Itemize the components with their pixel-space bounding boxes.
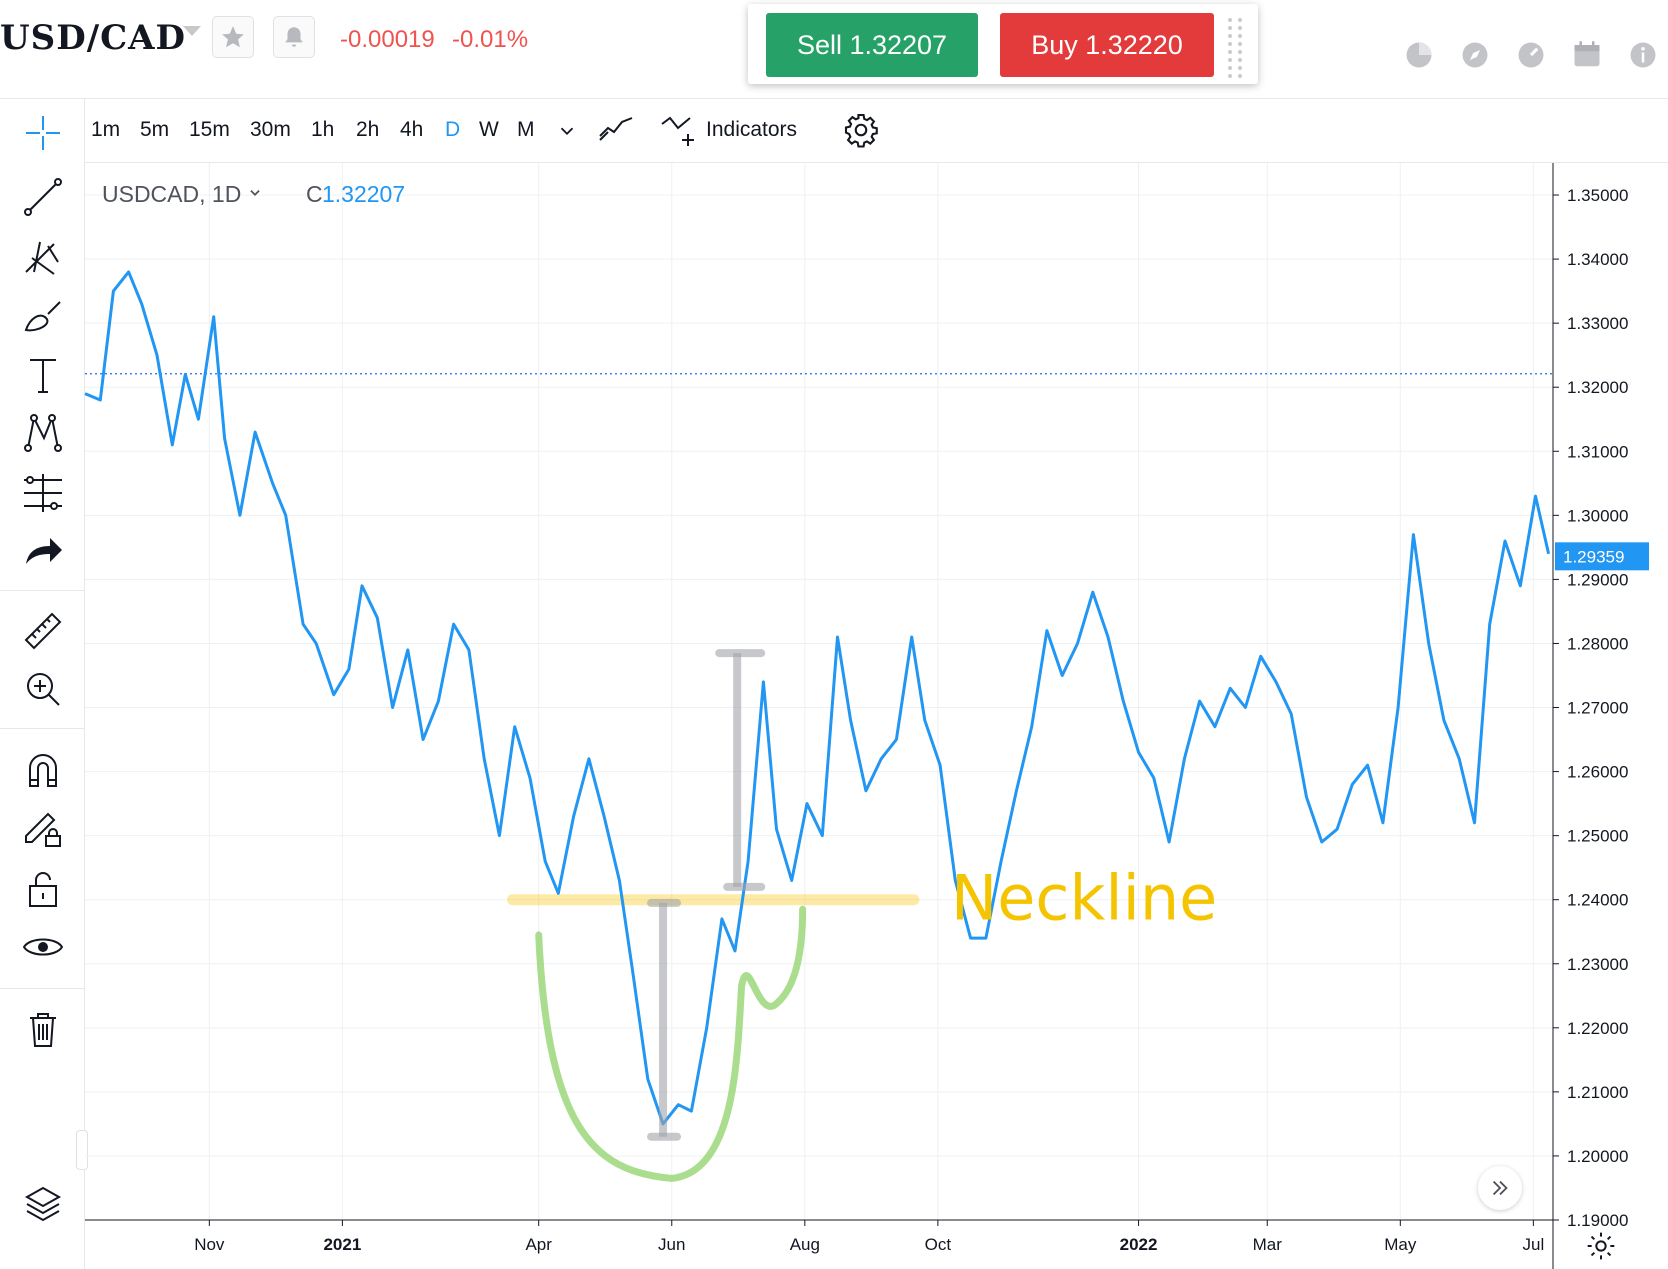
price-tick-label: 1.19000 bbox=[1567, 1211, 1628, 1230]
legend-close-value: 1.32207 bbox=[322, 181, 406, 207]
scroll-to-realtime-button[interactable] bbox=[1478, 1166, 1522, 1210]
tools-group-divider-2 bbox=[0, 728, 84, 729]
star-icon bbox=[222, 26, 244, 48]
cup-pattern-curve bbox=[535, 905, 807, 1182]
indicators-icon bbox=[661, 116, 694, 146]
alert-button[interactable] bbox=[273, 16, 315, 58]
trend-line-icon[interactable] bbox=[20, 174, 66, 220]
calendar-icon[interactable] bbox=[1572, 40, 1602, 70]
timeframe-4h[interactable]: 4h bbox=[400, 118, 424, 141]
neckline-label: Neckline bbox=[951, 862, 1217, 935]
text-icon[interactable] bbox=[20, 352, 66, 398]
indicators-button[interactable]: Indicators bbox=[706, 118, 798, 141]
price-tick-label: 1.28000 bbox=[1567, 634, 1628, 653]
magnet-icon[interactable] bbox=[20, 748, 66, 794]
toolbar-divider bbox=[84, 162, 1668, 163]
timeframe-5m[interactable]: 5m bbox=[140, 118, 170, 141]
timeframe-m[interactable]: M bbox=[517, 118, 535, 141]
bell-icon bbox=[285, 27, 303, 47]
symbol-dropdown-chevron-icon[interactable] bbox=[183, 26, 201, 36]
double-chevron-right-icon bbox=[1492, 1180, 1508, 1196]
timeframe-2h[interactable]: 2h bbox=[356, 118, 380, 141]
drag-handle-icon[interactable] bbox=[1224, 14, 1246, 78]
legend-chevron-down-icon[interactable] bbox=[248, 186, 262, 200]
time-tick-label: Jul bbox=[1523, 1235, 1545, 1254]
header-divider bbox=[0, 98, 1668, 99]
gauge-icon[interactable] bbox=[1516, 40, 1546, 70]
price-tick-label: 1.22000 bbox=[1567, 1019, 1628, 1038]
time-tick-label: Nov bbox=[194, 1235, 225, 1254]
chart-type-icon[interactable] bbox=[598, 114, 634, 144]
ruler-icon[interactable] bbox=[20, 608, 66, 654]
pattern-icon[interactable] bbox=[20, 410, 66, 456]
brush-icon[interactable] bbox=[20, 294, 66, 340]
favorite-button[interactable] bbox=[212, 16, 254, 58]
tools-group-divider-3 bbox=[0, 988, 84, 989]
timeframe-d[interactable]: D bbox=[445, 118, 461, 141]
tools-divider bbox=[84, 98, 85, 1269]
price-tick-label: 1.23000 bbox=[1567, 955, 1628, 974]
price-tick-label: 1.20000 bbox=[1567, 1147, 1628, 1166]
time-tick-label: Aug bbox=[790, 1235, 820, 1254]
layers-icon[interactable] bbox=[20, 1180, 66, 1226]
price-tick-label: 1.30000 bbox=[1567, 506, 1628, 525]
trash-icon[interactable] bbox=[20, 1006, 66, 1052]
price-tick-label: 1.21000 bbox=[1567, 1083, 1628, 1102]
lock-drawing-icon[interactable] bbox=[20, 806, 66, 852]
price-tick-label: 1.32000 bbox=[1567, 378, 1628, 397]
tools-group-divider bbox=[0, 590, 84, 591]
arrow-icon[interactable] bbox=[20, 528, 66, 574]
price-tick-label: 1.31000 bbox=[1567, 442, 1628, 461]
time-tick-label: Mar bbox=[1253, 1235, 1283, 1254]
sell-button[interactable]: Sell 1.32207 bbox=[766, 13, 978, 77]
settings-gear-icon[interactable] bbox=[843, 112, 879, 148]
axis-settings-gear-icon[interactable] bbox=[1585, 1230, 1617, 1262]
timeframe-30m[interactable]: 30m bbox=[250, 118, 291, 141]
unlock-icon[interactable] bbox=[20, 866, 66, 912]
collapse-toolbar-handle[interactable] bbox=[76, 1130, 88, 1170]
timeframe-more-chevron-icon[interactable] bbox=[556, 120, 578, 142]
symbol-title[interactable]: USD/CAD bbox=[0, 18, 187, 58]
time-tick-label: Oct bbox=[925, 1235, 952, 1254]
eye-icon[interactable] bbox=[20, 924, 66, 970]
time-tick-label: Jun bbox=[658, 1235, 685, 1254]
trade-panel: Sell 1.32207 Buy 1.32220 bbox=[748, 4, 1258, 84]
pitchfork-icon[interactable] bbox=[20, 234, 66, 280]
price-tick-label: 1.24000 bbox=[1567, 891, 1628, 910]
price-change-percent: -0.01% bbox=[452, 26, 529, 53]
price-tick-label: 1.35000 bbox=[1567, 186, 1628, 205]
time-tick-label: May bbox=[1384, 1235, 1417, 1254]
price-tick-label: 1.33000 bbox=[1567, 314, 1628, 333]
info-icon[interactable] bbox=[1628, 40, 1658, 70]
last-price-label: 1.29359 bbox=[1563, 547, 1624, 566]
price-tick-label: 1.25000 bbox=[1567, 827, 1628, 846]
price-change-absolute: -0.00019 bbox=[340, 26, 435, 53]
legend-symbol[interactable]: USDCAD, 1D bbox=[102, 181, 242, 207]
price-tick-label: 1.26000 bbox=[1567, 763, 1628, 782]
price-series-line[interactable] bbox=[84, 270, 1551, 1126]
timeframe-w[interactable]: W bbox=[479, 118, 499, 141]
timeframe-1m[interactable]: 1m bbox=[91, 118, 121, 141]
legend-close-prefix: C bbox=[306, 181, 323, 207]
time-tick-label: Apr bbox=[525, 1235, 552, 1254]
timeframe-1h[interactable]: 1h bbox=[311, 118, 335, 141]
forecast-icon[interactable] bbox=[20, 470, 66, 516]
price-tick-label: 1.34000 bbox=[1567, 250, 1628, 269]
time-tick-label: 2022 bbox=[1120, 1235, 1158, 1254]
compass-icon[interactable] bbox=[1460, 40, 1490, 70]
time-tick-label: 2021 bbox=[323, 1235, 361, 1254]
price-tick-label: 1.29000 bbox=[1567, 570, 1628, 589]
pie-chart-icon[interactable] bbox=[1404, 40, 1434, 70]
crosshair-icon[interactable] bbox=[20, 110, 66, 156]
timeframe-15m[interactable]: 15m bbox=[189, 118, 230, 141]
buy-button[interactable]: Buy 1.32220 bbox=[1000, 13, 1214, 77]
last-price-badge bbox=[1555, 542, 1649, 571]
zoom-in-icon[interactable] bbox=[20, 666, 66, 712]
price-tick-label: 1.27000 bbox=[1567, 699, 1628, 718]
